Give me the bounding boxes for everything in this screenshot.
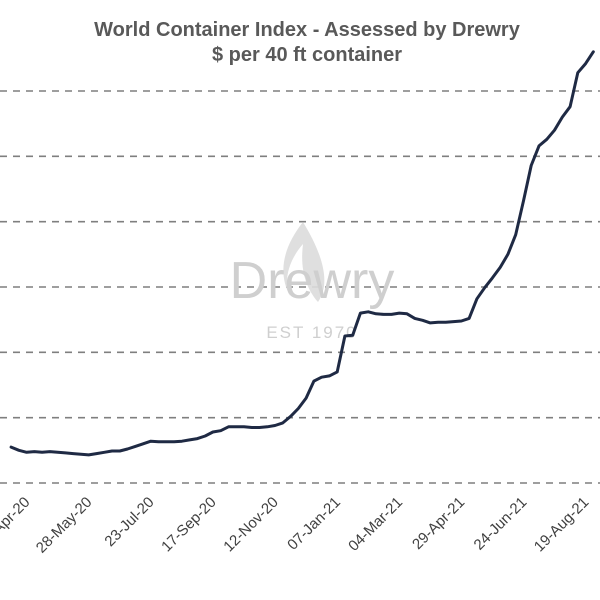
x-tick-label: 02-Apr-20	[0, 494, 33, 553]
x-axis-tick-labels: 02-Apr-20 28-May-20 23-Jul-20 17-Sep-20 12-N…	[0, 494, 592, 557]
chart-title: World Container Index - Assessed by Drew…	[94, 19, 520, 41]
x-tick-label: 17-Sep-20	[158, 494, 220, 556]
x-tick-label: 24-Jun-21	[471, 494, 531, 554]
drewry-watermark: Drewry EST 1970	[230, 222, 395, 342]
chart-subtitle: $ per 40 ft container	[211, 44, 403, 66]
gridlines	[0, 90, 600, 484]
x-tick-label: 04-Mar-21	[345, 494, 406, 555]
x-tick-label: 23-Jul-20	[101, 494, 157, 550]
x-tick-label: 12-Nov-20	[220, 494, 282, 556]
x-tick-label: 29-Apr-21	[409, 494, 468, 553]
watermark-brand: Drewry	[230, 252, 395, 310]
x-tick-label: 07-Jan-21	[284, 494, 344, 554]
x-tick-label: 28-May-20	[33, 494, 96, 557]
chart-title-block: World Container Index - Assessed by Drew…	[0, 18, 600, 68]
series-line	[9, 50, 595, 457]
watermark-tagline: EST 1970	[266, 323, 357, 342]
x-tick-label: 19-Aug-21	[531, 494, 593, 556]
flame-icon	[283, 222, 325, 302]
